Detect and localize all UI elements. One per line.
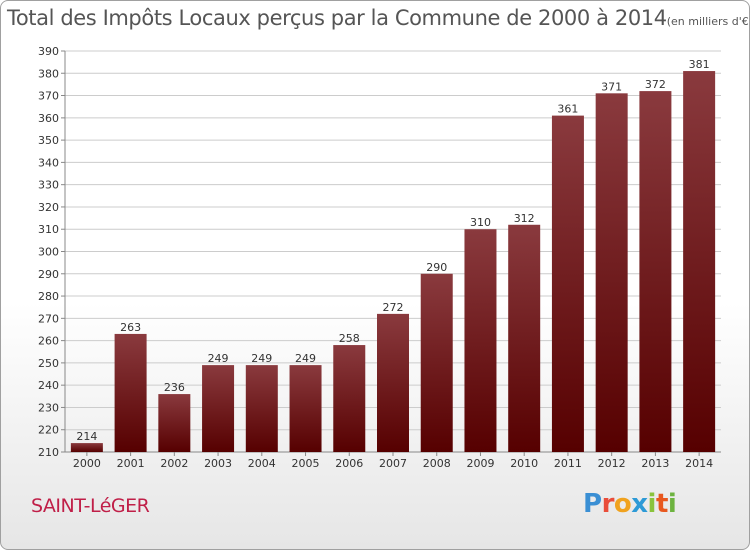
x-tick-label-2006: 2006	[335, 457, 363, 470]
y-tick-label-250: 250	[38, 357, 59, 370]
bar-2009	[464, 229, 497, 452]
value-label-2002: 236	[164, 381, 185, 394]
value-label-2013: 372	[645, 78, 666, 91]
value-label-2011: 361	[557, 103, 578, 116]
y-tick-label-290: 290	[38, 268, 59, 281]
value-label-2004: 249	[251, 352, 272, 365]
x-tick-label-2011: 2011	[554, 457, 582, 470]
value-label-2014: 381	[689, 58, 710, 71]
bar-2014	[683, 71, 716, 453]
y-tick-label-220: 220	[38, 424, 59, 437]
y-tick-label-390: 390	[38, 45, 59, 58]
axes: 210 220 230 240 250 260 270 280 290 300 310 320 330 3…	[38, 45, 721, 470]
x-tick-label-2009: 2009	[466, 457, 494, 470]
bar-2006	[333, 345, 366, 452]
value-label-2009: 310	[470, 216, 491, 229]
bar-2008	[420, 273, 453, 452]
y-tick-label-340: 340	[38, 156, 59, 169]
bar-2002	[158, 394, 191, 452]
x-tick-label-2002: 2002	[160, 457, 188, 470]
x-tick-label-2012: 2012	[598, 457, 626, 470]
x-tick-label-2013: 2013	[641, 457, 669, 470]
x-tick-label-2001: 2001	[117, 457, 145, 470]
value-label-2003: 249	[208, 352, 229, 365]
value-label-2008: 290	[426, 261, 447, 274]
data-labels: 214 263 236 249 249 249 258 272 290 310 312 361 371 3…	[76, 58, 709, 443]
bar-2010	[508, 224, 541, 452]
bar-2004	[245, 365, 278, 452]
bar-2005	[289, 365, 322, 452]
y-tick-label-350: 350	[38, 134, 59, 147]
value-label-2007: 272	[383, 301, 404, 314]
bar-2003	[202, 365, 235, 452]
y-tick-label-320: 320	[38, 201, 59, 214]
y-tick-label-240: 240	[38, 379, 59, 392]
bar-2001	[114, 333, 147, 452]
bar-2011	[551, 115, 584, 452]
chart-unit: (en milliers d'€)	[666, 15, 750, 28]
bar-2013	[639, 91, 672, 452]
value-label-2006: 258	[339, 332, 360, 345]
y-tick-label-380: 380	[38, 67, 59, 80]
y-tick-label-230: 230	[38, 401, 59, 414]
bar-2000	[70, 443, 103, 452]
y-tick-label-210: 210	[38, 446, 59, 459]
y-tick-label-370: 370	[38, 90, 59, 103]
y-tick-label-300: 300	[38, 246, 59, 259]
bars	[70, 71, 716, 453]
y-tick-label-310: 310	[38, 223, 59, 236]
x-tick-label-2000: 2000	[73, 457, 101, 470]
y-tick-label-360: 360	[38, 112, 59, 125]
value-label-2010: 312	[514, 212, 535, 225]
value-label-2000: 214	[76, 430, 97, 443]
chart-title-text: Total des Impôts Locaux perçus par la Co…	[7, 6, 667, 30]
x-tick-label-2004: 2004	[248, 457, 276, 470]
x-tick-label-2014: 2014	[685, 457, 713, 470]
value-label-2001: 263	[120, 321, 141, 334]
y-tick-label-280: 280	[38, 290, 59, 303]
x-tick-label-2005: 2005	[292, 457, 320, 470]
x-tick-label-2003: 2003	[204, 457, 232, 470]
value-label-2012: 371	[601, 80, 622, 93]
x-tick-label-2010: 2010	[510, 457, 538, 470]
x-tick-label-2007: 2007	[379, 457, 407, 470]
y-tick-label-330: 330	[38, 179, 59, 192]
y-tick-label-260: 260	[38, 335, 59, 348]
proxiti-logo[interactable]: Proxiti	[583, 489, 677, 519]
chart-title: Total des Impôts Locaux perçus par la Co…	[7, 6, 750, 30]
value-label-2005: 249	[295, 352, 316, 365]
x-tick-label-2008: 2008	[423, 457, 451, 470]
commune-name: SAINT-LéGER	[31, 495, 150, 517]
bar-2007	[377, 313, 409, 452]
y-tick-label-270: 270	[38, 312, 59, 325]
bar-2012	[595, 93, 628, 453]
